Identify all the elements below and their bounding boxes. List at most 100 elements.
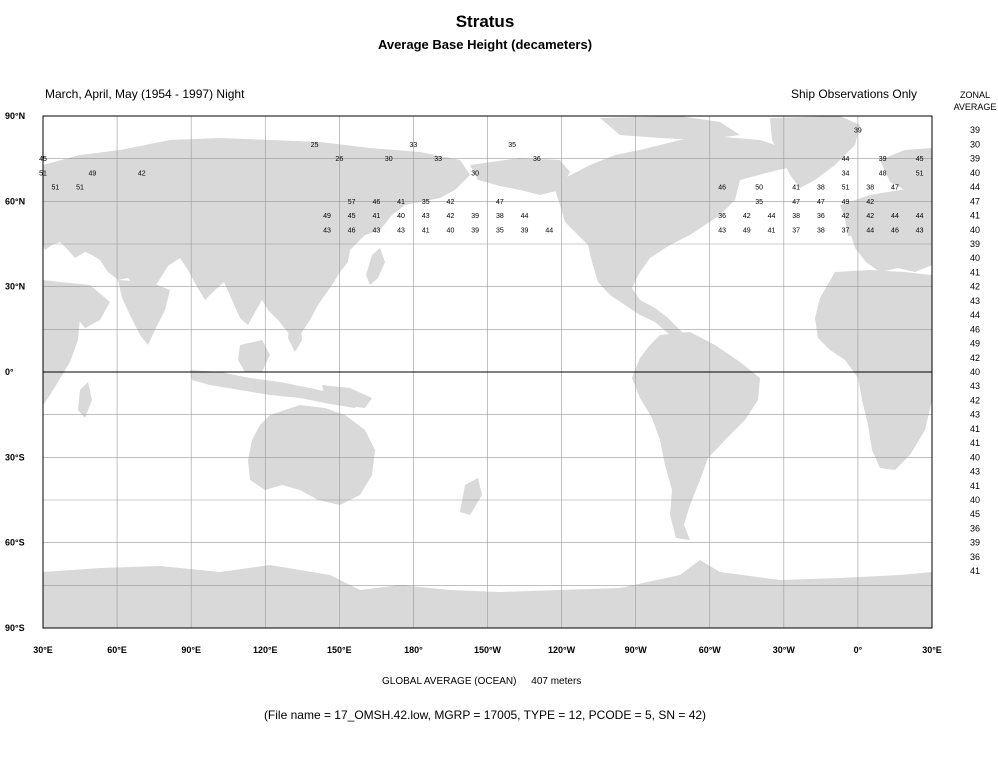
longitude-label: 150°W	[474, 645, 502, 655]
grid-cell-value: 36	[533, 156, 541, 163]
grid-cell-value: 51	[916, 170, 924, 177]
grid-cell-value: 47	[792, 199, 800, 206]
zonal-average-value: 43	[970, 410, 980, 420]
longitude-label: 30°E	[33, 645, 53, 655]
grid-cell-value: 30	[385, 156, 393, 163]
grid-cell-value: 39	[471, 213, 479, 220]
grid-cell-value: 47	[817, 199, 825, 206]
grid-cell-value: 39	[879, 156, 887, 163]
zonal-average-value: 41	[970, 566, 980, 576]
grid-cell-value: 35	[755, 199, 763, 206]
grid-cell-value: 43	[323, 227, 331, 234]
new-zealand	[460, 478, 482, 515]
grid-cell-value: 49	[842, 199, 850, 206]
zonal-average-value: 41	[970, 211, 980, 221]
source-label: Ship Observations Only	[791, 87, 918, 101]
grid-cell-value: 41	[792, 185, 800, 192]
arabia	[60, 282, 110, 328]
grid-cell-value: 37	[792, 227, 800, 234]
latitude-label: 0°	[5, 367, 14, 377]
grid-cell-value: 42	[842, 213, 850, 220]
zonal-average-value: 43	[970, 296, 980, 306]
grid-cell-value: 44	[768, 213, 776, 220]
grid-cell-value: 35	[422, 199, 430, 206]
grid-cell-value: 41	[422, 227, 430, 234]
zonal-average-value: 39	[970, 239, 980, 249]
zonal-average-value: 40	[970, 225, 980, 235]
latitude-label: 90°N	[5, 111, 25, 121]
zonal-average-value: 39	[970, 538, 980, 548]
global-average-label: GLOBAL AVERAGE (OCEAN)	[382, 676, 517, 687]
grid-cell-value: 42	[866, 199, 874, 206]
zonal-average-value: 42	[970, 282, 980, 292]
grid-cell-value: 46	[891, 227, 899, 234]
india	[118, 280, 170, 345]
grid-cell-value: 33	[410, 142, 418, 149]
grid-cell-value: 42	[447, 199, 455, 206]
zonal-average-heading: ZONAL AVERAGE	[946, 89, 998, 113]
grid-cell-value: 25	[311, 142, 319, 149]
grid-cell-value: 45	[348, 213, 356, 220]
longitude-label: 150°E	[327, 645, 352, 655]
grid-cell-value: 36	[718, 213, 726, 220]
north-america	[555, 135, 800, 340]
map-frame	[42, 115, 933, 629]
zonal-average-value: 49	[970, 339, 980, 349]
graticule	[43, 116, 932, 628]
zonal-average-value: 47	[970, 196, 980, 206]
grid-cell-value: 39	[854, 128, 862, 135]
new-guinea	[322, 385, 372, 408]
zonal-average-value: 40	[970, 168, 980, 178]
longitude-label: 30°W	[773, 645, 796, 655]
zonal-average-value: 39	[970, 125, 980, 135]
grid-cell-value: 42	[138, 170, 146, 177]
grid-cell-value: 42	[743, 213, 751, 220]
grid-cell-value: 26	[335, 156, 343, 163]
grid-cell-value: 49	[743, 227, 751, 234]
grid-cell-value: 49	[323, 213, 331, 220]
grid-cell-value: 43	[916, 227, 924, 234]
global-average-value: 407 meters	[531, 676, 582, 687]
latitude-labels: 90°N 60°N 30°N 0° 30°S 60°S 90°S	[5, 111, 25, 633]
arctic-islands	[600, 116, 740, 140]
grid-cell-value: 46	[718, 185, 726, 192]
grid-cell-value: 44	[866, 227, 874, 234]
zonal-average-value: 41	[970, 267, 980, 277]
africa-east	[43, 280, 80, 405]
zonal-heading-line1: ZONAL	[959, 90, 990, 100]
map-subtitle: Average Base Height (decameters)	[377, 37, 593, 52]
latitude-label: 30°S	[5, 452, 25, 462]
grid-cell-value: 38	[866, 185, 874, 192]
zonal-average-column: 39 30 39 40 44 47 41 40 39 40 41 42 43 44 46 49 42 40 43 42…	[970, 125, 980, 576]
grid-cell-value: 40	[397, 213, 405, 220]
zonal-average-value: 36	[970, 523, 980, 533]
grid-cell-value: 44	[842, 156, 850, 163]
grid-cell-value: 51	[842, 185, 850, 192]
grid-cell-value: 38	[817, 185, 825, 192]
grid-cell-value: 41	[768, 227, 776, 234]
grid-cell-value: 40	[447, 227, 455, 234]
longitude-label: 0°	[854, 645, 863, 655]
grid-cell-value: 41	[372, 213, 380, 220]
zonal-average-value: 41	[970, 481, 980, 491]
grid-cell-value: 46	[372, 199, 380, 206]
global-average: GLOBAL AVERAGE (OCEAN) 407 meters	[382, 676, 581, 687]
zonal-average-value: 40	[970, 495, 980, 505]
south-america	[632, 332, 760, 540]
zonal-average-value: 41	[970, 424, 980, 434]
grid-cell-value: 43	[397, 227, 405, 234]
grid-cell-value: 33	[434, 156, 442, 163]
grid-cell-value: 45	[39, 156, 47, 163]
latitude-label: 30°N	[5, 282, 25, 292]
grid-cell-value: 47	[496, 199, 504, 206]
longitude-label: 120°E	[253, 645, 278, 655]
grid-cell-value: 45	[916, 156, 924, 163]
grid-cell-value: 43	[422, 213, 430, 220]
philippines	[288, 318, 302, 352]
grid-cell-value: 47	[891, 185, 899, 192]
zonal-average-value: 40	[970, 253, 980, 263]
zonal-average-value: 40	[970, 367, 980, 377]
borneo	[238, 340, 270, 372]
australia	[248, 405, 375, 505]
